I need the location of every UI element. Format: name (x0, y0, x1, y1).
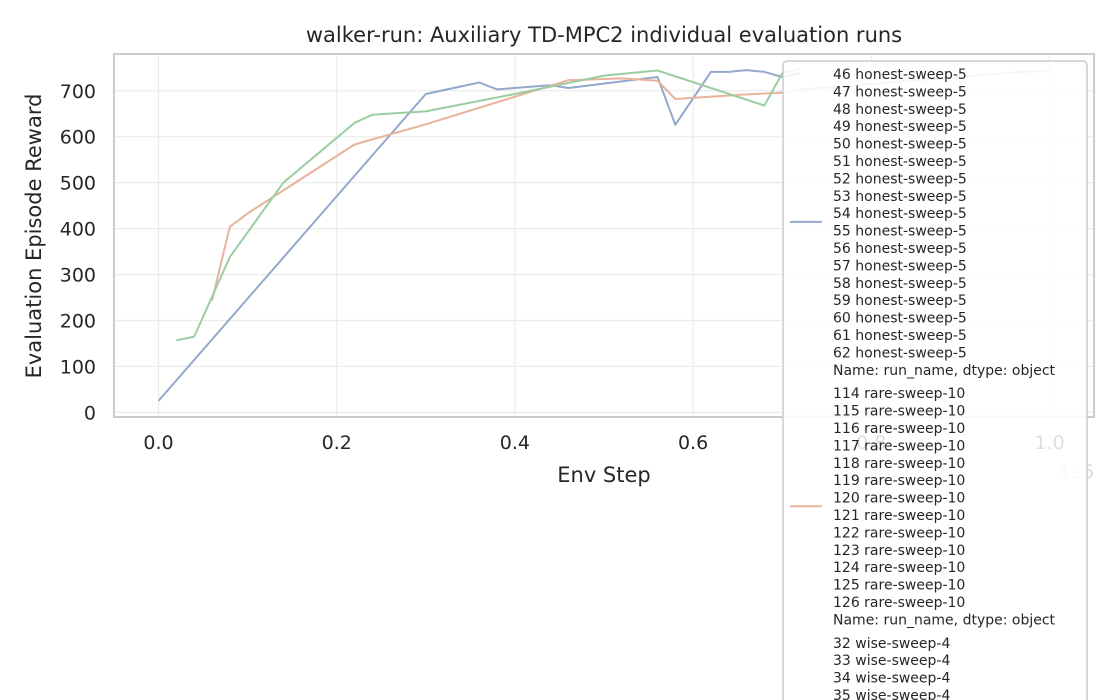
legend-entry-text: 56 honest-sweep-5 (833, 241, 967, 257)
legend-entry-text: 54 honest-sweep-5 (833, 206, 967, 222)
y-tick-label: 600 (60, 127, 96, 149)
legend-entry-text: 62 honest-sweep-5 (833, 345, 967, 361)
legend-entry-text: 117 rare-sweep-10 (833, 438, 965, 454)
series-line-1 (157, 69, 801, 402)
legend-entry-text: 35 wise-sweep-4 (833, 688, 950, 700)
legend-box (782, 60, 1088, 700)
legend-entry-text: 125 rare-sweep-10 (833, 578, 965, 594)
x-tick-label: 0.6 (678, 432, 708, 454)
legend-entry-text: 32 wise-sweep-4 (833, 636, 950, 652)
legend-entry-text: 118 rare-sweep-10 (833, 456, 965, 472)
legend-entry-text: 50 honest-sweep-5 (833, 137, 967, 153)
legend-entry-text: 34 wise-sweep-4 (833, 671, 950, 687)
legend-entry-text: 115 rare-sweep-10 (833, 404, 965, 420)
y-tick-label: 300 (60, 265, 96, 287)
series-line-3 (176, 67, 801, 342)
legend-entry-text: 46 honest-sweep-5 (833, 67, 967, 83)
legend-entry-text: 33 wise-sweep-4 (833, 653, 950, 669)
legend: 46 honest-sweep-547 honest-sweep-5 48 hon… (782, 60, 1088, 700)
legend-entry-text: 55 honest-sweep-5 (833, 224, 967, 240)
legend-entry-text: 119 rare-sweep-10 (833, 473, 965, 489)
legend-entry-text: 57 honest-sweep-5 (833, 258, 967, 274)
legend-entry-text: 59 honest-sweep-5 (833, 293, 967, 309)
y-tick-label: 100 (60, 356, 96, 378)
legend-entry-text: 48 honest-sweep-5 (833, 102, 967, 118)
legend-entry-text: 124 rare-sweep-10 (833, 560, 965, 576)
legend-entry-text: Name: run_name, dtype: object (833, 612, 1056, 628)
legend-entry-text: 49 honest-sweep-5 (833, 119, 967, 135)
legend-entry-text: 61 honest-sweep-5 (833, 328, 967, 344)
legend-entry-text: 123 rare-sweep-10 (833, 543, 965, 559)
y-tick-label: 400 (60, 219, 96, 241)
x-axis-label: Env Step (557, 463, 651, 487)
legend-entry-text: 116 rare-sweep-10 (833, 421, 965, 437)
legend-entry-text: 120 rare-sweep-10 (833, 491, 965, 507)
legend-entry-text: 60 honest-sweep-5 (833, 311, 967, 327)
legend-entry-text: 121 rare-sweep-10 (833, 508, 965, 524)
legend-entry-text: Name: run_name, dtype: object (833, 363, 1056, 379)
y-axis-label: Evaluation Episode Reward (22, 94, 46, 379)
y-tick-label: 500 (60, 173, 96, 195)
legend-entry-text: 47 honest-sweep-5 (833, 84, 967, 100)
legend-entry-text: 122 rare-sweep-10 (833, 525, 965, 541)
x-tick-label: 0.2 (322, 432, 352, 454)
y-tick-label: 200 (60, 311, 96, 333)
plot-frame (113, 53, 1095, 418)
legend-entry-text: 53 honest-sweep-5 (833, 189, 967, 205)
legend-entry-text: 114 rare-sweep-10 (833, 386, 965, 402)
y-tick-label: 700 (60, 81, 96, 103)
legend-entry-text: 126 rare-sweep-10 (833, 595, 965, 611)
legend-entry-text: 52 honest-sweep-5 (833, 171, 967, 187)
y-tick-label: 0 (84, 402, 96, 424)
x-tick-label: 0.4 (500, 432, 530, 454)
chart-title: walker-run: Auxiliary TD-MPC2 individual… (306, 23, 902, 47)
legend-entry-text: 58 honest-sweep-5 (833, 276, 967, 292)
x-tick-label: 0.0 (143, 432, 173, 454)
legend-entry-text: 51 honest-sweep-5 (833, 154, 967, 170)
